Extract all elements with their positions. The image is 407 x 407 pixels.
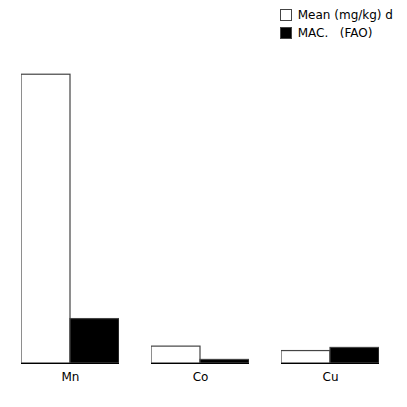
html-text:Mean (mg/kg) d: Mean (mg/kg) d <box>297 8 393 22</box>
svg-text:Cu: Cu <box>323 370 339 384</box>
svg-text:Co: Co <box>193 370 209 384</box>
html-text:MAC. (FAO): MAC. (FAO) <box>297 26 373 40</box>
svg-text:Mn: Mn <box>62 370 80 384</box>
